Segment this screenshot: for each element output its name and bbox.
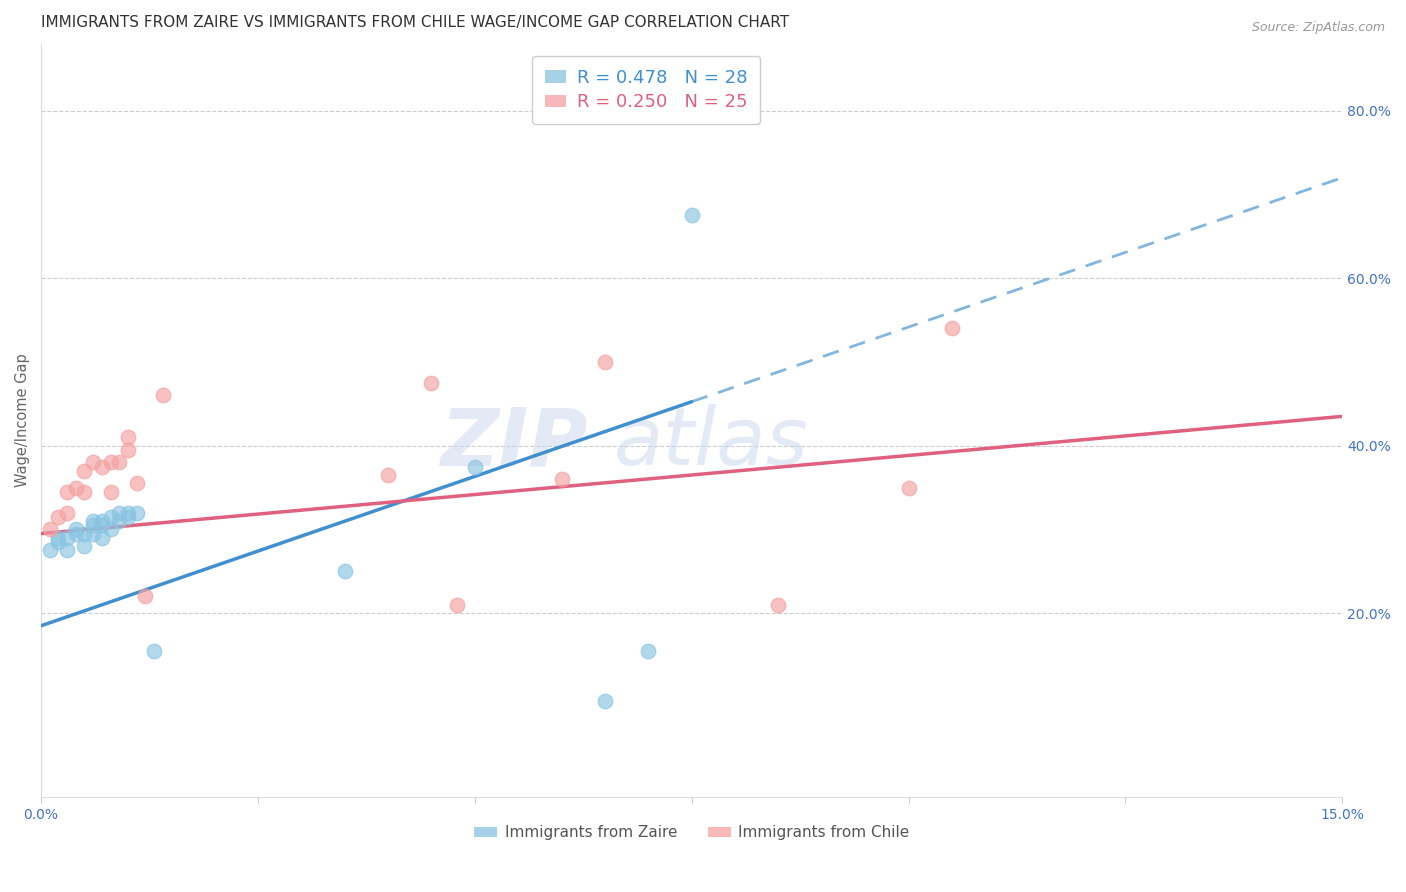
Point [100, 523, 122, 537]
Point [38, 543, 60, 558]
Point [108, 506, 131, 520]
Y-axis label: Wage/Income Gap: Wage/Income Gap [15, 354, 30, 487]
Point [464, 459, 486, 474]
Point [90, 459, 112, 474]
Text: IMMIGRANTS FROM ZAIRE VS IMMIGRANTS FROM CHILE WAGE/INCOME GAP CORRELATION CHART: IMMIGRANTS FROM ZAIRE VS IMMIGRANTS FROM… [41, 15, 789, 30]
Point [82, 514, 104, 528]
Point [142, 644, 165, 658]
Point [65, 481, 87, 495]
Point [56, 531, 79, 545]
Point [82, 518, 104, 533]
Point [73, 526, 96, 541]
Point [897, 481, 920, 495]
Point [941, 321, 963, 335]
Point [100, 455, 122, 469]
Point [108, 455, 131, 469]
Point [82, 455, 104, 469]
Point [637, 644, 659, 658]
Point [38, 523, 60, 537]
Point [56, 484, 79, 499]
Point [768, 598, 790, 612]
Text: ZIP: ZIP [440, 404, 588, 483]
Point [681, 208, 703, 222]
Point [117, 506, 139, 520]
Point [593, 355, 616, 369]
Point [73, 484, 96, 499]
Point [73, 539, 96, 553]
Point [446, 598, 468, 612]
Point [117, 509, 139, 524]
Legend: Immigrants from Zaire, Immigrants from Chile: Immigrants from Zaire, Immigrants from C… [468, 819, 915, 847]
Point [65, 523, 87, 537]
Point [593, 694, 616, 708]
Point [333, 564, 356, 578]
Point [65, 526, 87, 541]
Point [108, 514, 131, 528]
Point [82, 526, 104, 541]
Point [100, 509, 122, 524]
Point [117, 430, 139, 444]
Text: Source: ZipAtlas.com: Source: ZipAtlas.com [1251, 21, 1385, 34]
Point [134, 590, 156, 604]
Point [56, 543, 79, 558]
Point [117, 442, 139, 457]
Point [100, 484, 122, 499]
Point [48, 535, 70, 549]
Point [125, 476, 148, 491]
Point [420, 376, 443, 390]
Point [48, 509, 70, 524]
Point [90, 531, 112, 545]
Point [152, 388, 174, 402]
Point [48, 531, 70, 545]
Point [90, 514, 112, 528]
Point [56, 506, 79, 520]
Point [550, 472, 572, 486]
Point [125, 506, 148, 520]
Text: atlas: atlas [613, 404, 808, 483]
Point [73, 464, 96, 478]
Point [90, 518, 112, 533]
Point [377, 468, 399, 483]
